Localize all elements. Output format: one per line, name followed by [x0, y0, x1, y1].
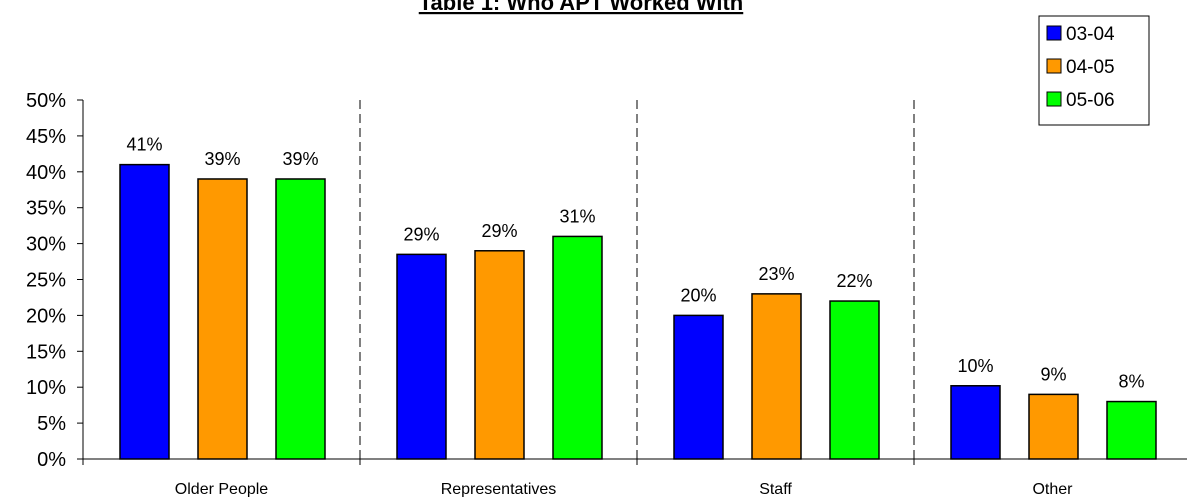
data-label: 8% [1118, 372, 1144, 392]
y-tick-label: 30% [26, 234, 66, 256]
legend-label: 04-05 [1066, 57, 1115, 78]
y-tick-label: 20% [26, 305, 66, 327]
data-label: 41% [126, 135, 162, 155]
bar [1028, 393, 1079, 460]
data-label: 22% [836, 271, 872, 291]
bar [829, 300, 880, 460]
legend-label: 03-04 [1066, 24, 1115, 45]
data-label: 29% [481, 221, 517, 241]
data-label: 23% [758, 264, 794, 284]
y-tick-label: 15% [26, 341, 66, 363]
x-tick-label: Representatives [441, 481, 557, 497]
data-label: 9% [1040, 364, 1066, 384]
bar [950, 385, 1001, 460]
y-tick-label: 5% [37, 413, 66, 435]
data-label: 29% [403, 224, 439, 244]
y-tick-label: 40% [26, 162, 66, 184]
x-tick-label: Other [1032, 481, 1073, 497]
bar [751, 293, 802, 460]
y-tick-label: 10% [26, 377, 66, 399]
bar [1106, 400, 1157, 460]
bar [119, 163, 170, 460]
bar [275, 178, 326, 460]
bar [396, 253, 447, 460]
chart-title: Table 1: Who APT Worked With [419, 0, 744, 15]
x-tick-label: Staff [759, 481, 792, 497]
legend-swatch [1046, 91, 1062, 107]
legend-swatch [1046, 25, 1062, 41]
y-tick-label: 0% [37, 449, 66, 471]
y-tick-label: 50% [26, 90, 66, 112]
bar [673, 314, 724, 460]
bar [552, 235, 603, 460]
bar [474, 250, 525, 460]
legend-swatch [1046, 58, 1062, 74]
bar [197, 178, 248, 460]
data-label: 39% [204, 149, 240, 169]
y-tick-label: 25% [26, 270, 66, 292]
y-tick-label: 45% [26, 126, 66, 148]
data-label: 10% [957, 356, 993, 376]
legend-label: 05-06 [1066, 90, 1115, 111]
x-tick-label: Older People [175, 481, 268, 497]
y-tick-label: 35% [26, 198, 66, 220]
data-label: 39% [282, 149, 318, 169]
data-label: 31% [559, 206, 595, 226]
data-label: 20% [680, 285, 716, 305]
